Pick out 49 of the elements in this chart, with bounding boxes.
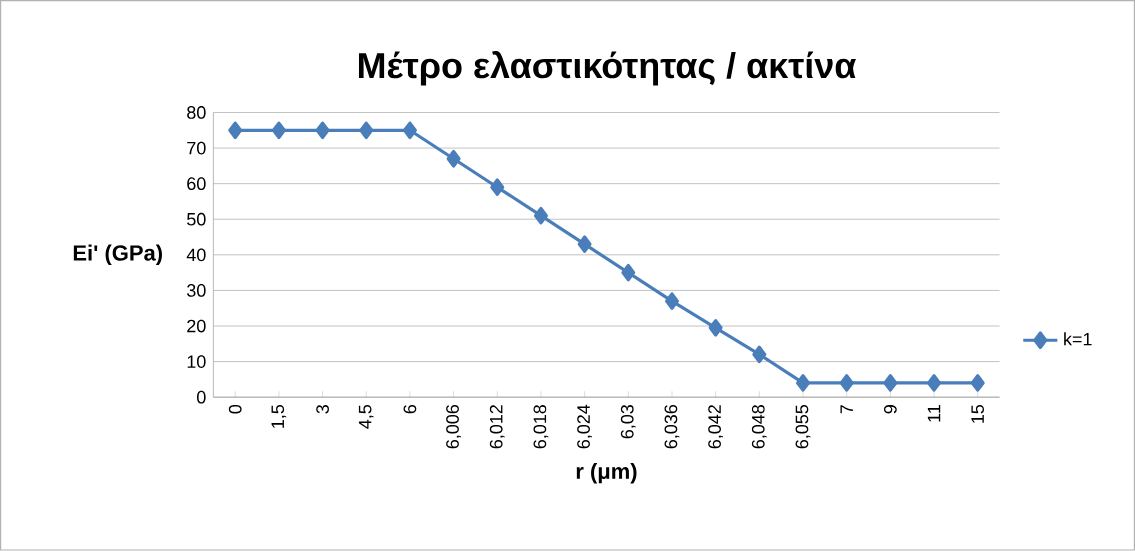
point (970, 374, 985, 392)
point (271, 121, 286, 140)
point (315, 121, 330, 140)
point (927, 374, 942, 392)
y-tick-label: 30 (187, 284, 206, 297)
legend-label: k=1 (1064, 332, 1092, 346)
y-tick-label: 20 (187, 319, 206, 333)
point (577, 235, 592, 254)
y-axis-title: Ei' (GPa) (73, 244, 162, 266)
x-tick-label: 1,5 (271, 405, 287, 429)
point (359, 121, 374, 140)
point (402, 121, 417, 140)
y-tick-label: 10 (187, 355, 206, 369)
x-tick-label: 6,012 (489, 405, 505, 449)
x-tick-label: 7 (840, 405, 853, 414)
x-tick-label: 6,018 (533, 405, 549, 449)
x-tick-label: 3 (316, 405, 329, 414)
y-tick-label: 80 (187, 106, 206, 120)
y-tick-label: 0 (197, 390, 206, 404)
point (228, 121, 243, 140)
y-tick-label: 60 (187, 177, 206, 191)
x-tick-label: 6,006 (446, 405, 462, 449)
point (752, 345, 767, 364)
x-tick-label: 0 (228, 405, 242, 414)
y-tick-label: 40 (186, 248, 206, 262)
x-tick-label: 6,03 (620, 405, 636, 439)
point (490, 178, 505, 197)
point (446, 150, 461, 168)
point (621, 264, 636, 282)
point (883, 374, 898, 392)
x-tick-label: 6,042 (708, 405, 724, 449)
y-tick-label: 50 (187, 213, 206, 226)
chart-title: Μέτρο ελαστικότητας / ακτίνα (358, 51, 857, 86)
point (533, 207, 548, 225)
x-tick-label: 6,036 (664, 405, 680, 449)
point (664, 292, 679, 311)
x-tick-label: 11 (927, 405, 941, 422)
x-tick-label: 6,055 (795, 405, 811, 449)
point (708, 319, 723, 337)
x-tick-label: 4,5 (358, 405, 374, 430)
x-tick-label: 15 (971, 405, 984, 424)
x-tick-label: 6,024 (577, 404, 593, 449)
y-tick-label: 70 (187, 141, 206, 155)
x-tick-label: 9 (883, 405, 897, 414)
x-tick-label: 6 (403, 405, 417, 414)
x-axis-title: r (μm) (576, 463, 637, 484)
point (796, 374, 810, 392)
point (839, 374, 854, 392)
x-tick-label: 6,048 (751, 405, 767, 449)
